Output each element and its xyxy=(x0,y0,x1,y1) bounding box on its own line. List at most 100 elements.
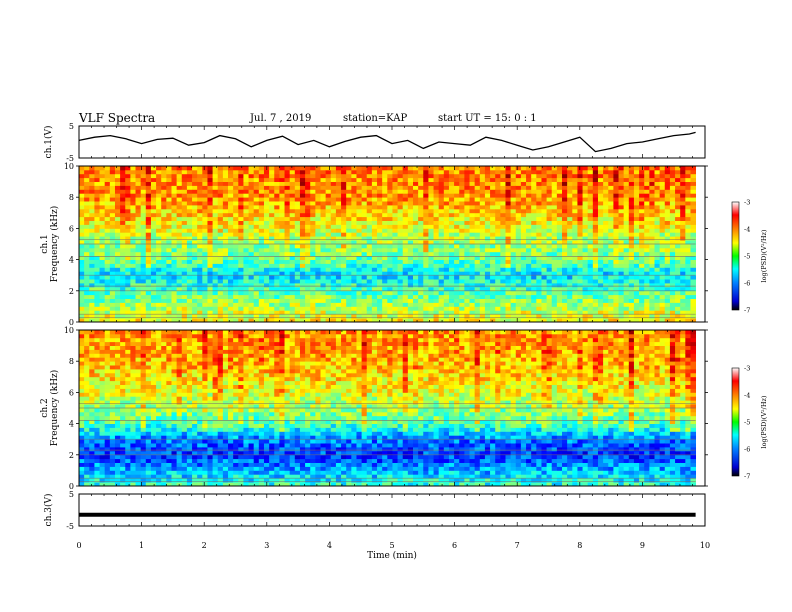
spectrogram-cell xyxy=(356,240,363,245)
spectrogram-cell xyxy=(197,212,203,218)
spectrogram-cell xyxy=(669,263,676,268)
spectrogram-cell xyxy=(474,286,481,292)
spectrogram-cell xyxy=(536,279,542,284)
spectrogram-cell xyxy=(423,298,429,303)
spectrogram-cell xyxy=(104,181,111,186)
spectrogram-cell xyxy=(84,447,90,452)
spectrogram-cell xyxy=(551,290,558,296)
spectrogram-cell xyxy=(577,220,583,225)
spectrogram-cell xyxy=(341,185,347,190)
spectrogram-cell xyxy=(228,275,234,280)
spectrogram-cell xyxy=(464,255,470,260)
spectrogram-cell xyxy=(628,181,635,186)
spectrogram-cell xyxy=(402,201,409,206)
spectrogram-cell xyxy=(423,240,429,245)
spectrogram-cell xyxy=(253,286,260,292)
spectrogram-cell xyxy=(423,169,429,175)
spectrogram-cell xyxy=(238,224,244,229)
spectrogram-cell xyxy=(238,259,244,264)
spectrogram-cell xyxy=(171,286,178,292)
spectrogram-cell xyxy=(649,212,655,218)
spectrogram-cell xyxy=(361,286,368,292)
spectrogram-cell xyxy=(572,251,578,257)
spectrogram-cell xyxy=(484,205,491,210)
spectrogram-cell xyxy=(330,302,337,307)
spectrogram-cell xyxy=(263,173,270,179)
spectrogram-cell xyxy=(474,197,481,202)
spectrogram-cell xyxy=(669,193,676,198)
spectrogram-cell xyxy=(402,224,409,229)
spectrogram-cell xyxy=(387,189,393,194)
spectrogram-cell xyxy=(541,236,547,241)
spectrogram-cell xyxy=(274,310,280,315)
spectrogram-cell xyxy=(140,247,147,253)
spectrogram-cell xyxy=(279,306,285,311)
spectrogram-cell xyxy=(484,240,491,245)
spectrogram-cell xyxy=(366,224,373,229)
spectrogram-cell xyxy=(130,318,136,323)
spectrogram-cell xyxy=(305,201,311,206)
spectrogram-cell xyxy=(562,189,568,194)
spectrogram-cell xyxy=(305,220,311,225)
spectrogram-cell xyxy=(104,251,111,257)
spectrogram-cell xyxy=(377,173,383,179)
spectrogram-cell xyxy=(387,205,393,210)
spectrogram-cell xyxy=(284,263,291,268)
spectrogram-cell xyxy=(99,415,106,421)
spectrogram-cell xyxy=(526,306,532,311)
spectrogram-cell xyxy=(79,197,85,202)
spectrogram-cell xyxy=(294,212,301,218)
spectrogram-cell xyxy=(377,244,383,249)
spectrogram-cell xyxy=(145,189,152,194)
spectrogram-cell xyxy=(176,181,183,186)
spectrogram-cell xyxy=(639,173,645,179)
spectrogram-cell xyxy=(176,220,183,225)
spectrogram-cell xyxy=(258,302,265,307)
spectrogram-cell xyxy=(577,193,583,198)
spectrogram-cell xyxy=(644,205,650,210)
spectrogram-cell xyxy=(587,310,594,315)
spectrogram-cell xyxy=(161,169,167,175)
spectrogram-cell xyxy=(258,271,265,276)
spectrogram-cell xyxy=(500,259,506,264)
spectrogram-cell xyxy=(536,240,542,245)
spectrogram-cell xyxy=(361,294,368,299)
spectrogram-cell xyxy=(577,314,583,319)
spectrogram-cell xyxy=(392,244,398,249)
spectrogram-cell xyxy=(263,232,270,237)
spectrogram-cell xyxy=(346,240,352,245)
spectrogram-cell xyxy=(104,310,111,315)
spectrogram-cell xyxy=(320,259,327,264)
spectrogram-cell xyxy=(217,208,224,214)
spectrogram-cell xyxy=(114,177,121,182)
spectrogram-cell xyxy=(94,232,100,237)
spectrogram-cell xyxy=(202,298,208,303)
spectrogram-cell xyxy=(623,294,630,299)
spectrogram-cell xyxy=(572,169,578,175)
spectrogram-cell xyxy=(192,275,198,280)
spectrogram-cell xyxy=(346,205,352,210)
spectrogram-cell xyxy=(500,181,506,186)
spectrogram-cell xyxy=(89,439,95,444)
spectrogram-cell xyxy=(341,208,347,214)
spectrogram-cell xyxy=(84,427,90,432)
spectrogram-cell xyxy=(597,189,604,194)
spectrogram-cell xyxy=(135,201,142,206)
spectrogram-cell xyxy=(428,298,434,303)
spectrogram-cell xyxy=(526,251,532,257)
figure-title: VLF Spectra xyxy=(79,111,156,125)
spectrogram-cell xyxy=(531,279,537,284)
spectrogram-cell xyxy=(520,197,527,202)
spectrogram-cell xyxy=(592,306,599,311)
spectrogram-cell xyxy=(505,166,512,171)
spectrogram-cell xyxy=(109,208,116,214)
spectrogram-cell xyxy=(690,177,697,182)
spectrogram-cell xyxy=(89,173,95,179)
spectrogram-cell xyxy=(407,314,414,319)
spectrogram-cell xyxy=(392,212,398,218)
spectrogram-cell xyxy=(330,259,337,264)
spectrogram-cell xyxy=(669,201,676,206)
spectrogram-cell xyxy=(443,244,450,249)
spectrogram-cell xyxy=(690,263,697,268)
